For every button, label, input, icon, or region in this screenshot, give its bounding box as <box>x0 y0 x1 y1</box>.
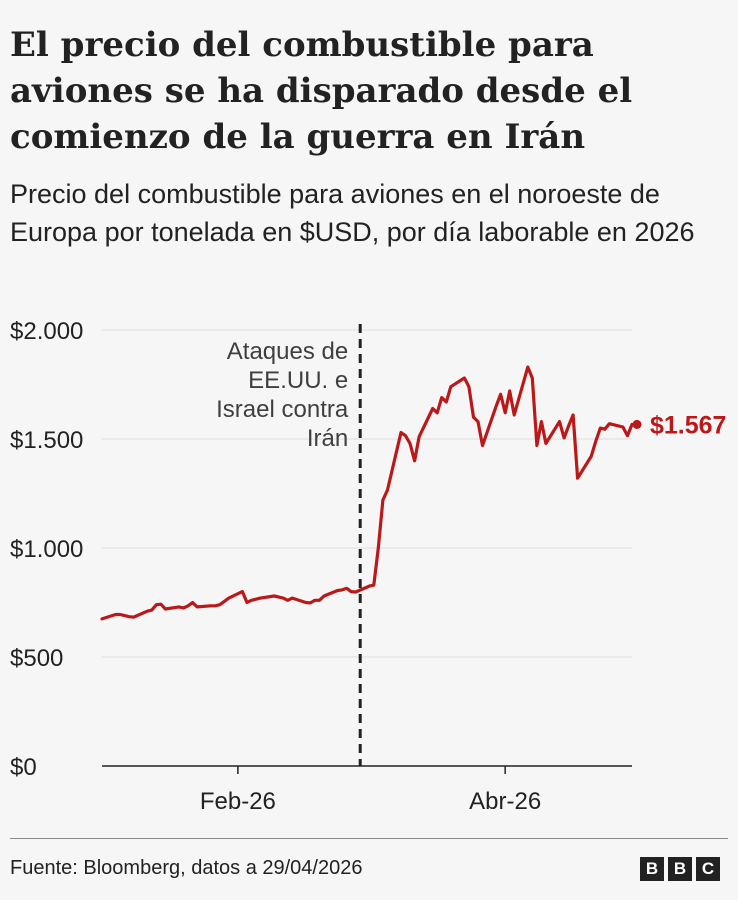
bbc-logo: B B C <box>640 857 720 881</box>
annotation-text: Israel contra <box>216 396 349 423</box>
chart-subtitle: Precio del combustible para aviones en e… <box>10 179 695 247</box>
series-line <box>100 365 634 621</box>
x-tick-label: Feb-26 <box>200 788 276 815</box>
bbc-logo-letter: B <box>640 857 664 881</box>
footer-divider <box>10 838 728 839</box>
source-note: Fuente: Bloomberg, datos a 29/04/2026 <box>10 857 363 879</box>
annotation-text: EE.UU. e <box>248 367 348 394</box>
bbc-logo-letter: C <box>696 857 720 881</box>
y-tick-label: $0 <box>10 754 37 781</box>
annotation-text: Irán <box>307 425 348 452</box>
bbc-logo-letter: B <box>668 857 692 881</box>
line-chart: $0 $500 $1.000 $1.500 $2.000 Feb-26 Abr-26 Ataq… <box>10 318 726 815</box>
y-tick-label: $1.500 <box>10 427 83 454</box>
annotation-text: Ataques de <box>227 338 348 365</box>
y-tick-label: $500 <box>10 645 63 672</box>
y-tick-label: $2.000 <box>10 318 83 345</box>
y-tick-label: $1.000 <box>10 536 83 563</box>
x-tick-label: Abr-26 <box>469 788 541 815</box>
chart-title: El precio del combustible para aviones s… <box>10 25 633 157</box>
end-value-label: $1.567 <box>650 411 726 439</box>
last-point-marker <box>632 419 642 429</box>
